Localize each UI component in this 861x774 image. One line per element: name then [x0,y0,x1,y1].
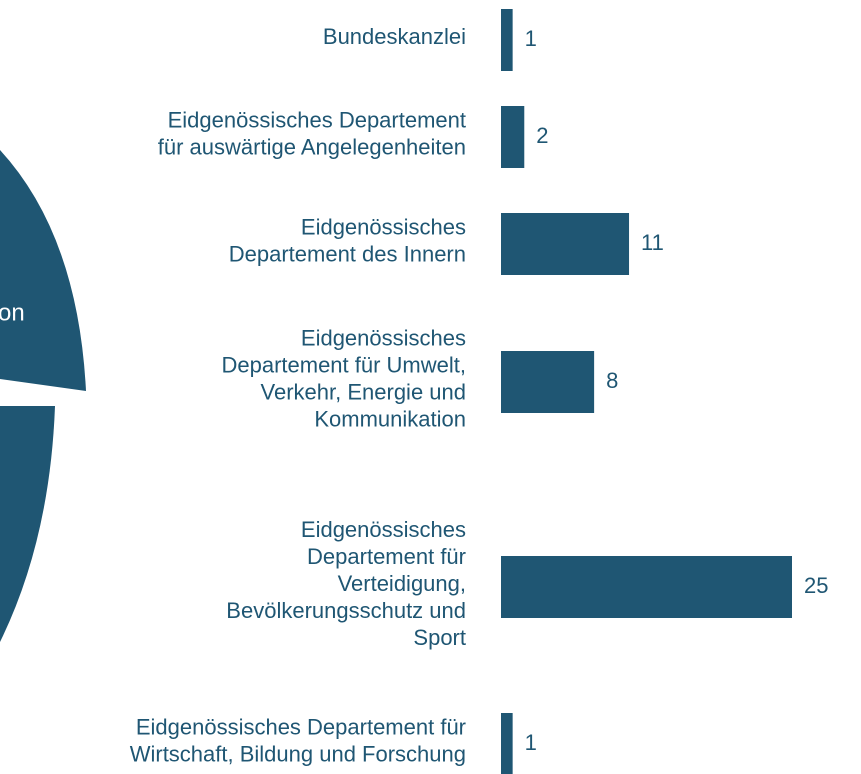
category-label: Wirtschaft, Bildung und Forschung [130,741,466,766]
category-label: Eidgenössisches Departement für [136,714,466,739]
category-label: Bundeskanzlei [323,24,466,49]
category-label: Kommunikation [314,406,466,431]
category-label: Departement für [307,544,466,569]
category-label: Sport [413,625,466,650]
category-label: Eidgenössisches [301,214,466,239]
category-label: Verteidigung, [338,571,466,596]
bar [501,106,525,168]
value-label: 2 [536,123,548,148]
pie-label: on [0,299,25,326]
value-label: 11 [641,230,664,255]
pie-slice [0,150,86,391]
category-label: Departement des Innern [229,241,466,266]
bar [501,713,513,774]
value-label: 8 [606,368,618,393]
value-label: 1 [525,26,537,51]
category-label: Departement für Umwelt, [221,352,466,377]
category-label: Eidgenössisches Departement [168,107,466,132]
category-label: für auswärtige Angelegenheiten [158,134,466,159]
category-label: Bevölkerungsschutz und [226,598,466,623]
pie-slice [0,406,55,642]
bar [501,556,792,618]
category-label: Eidgenössisches [301,325,466,350]
value-label: 1 [525,730,537,755]
bar [501,213,630,275]
bar [501,351,595,413]
value-label: 25 [804,573,828,598]
bar [501,9,513,71]
category-label: Eidgenössisches [301,517,466,542]
category-label: Verkehr, Energie und [261,379,466,404]
